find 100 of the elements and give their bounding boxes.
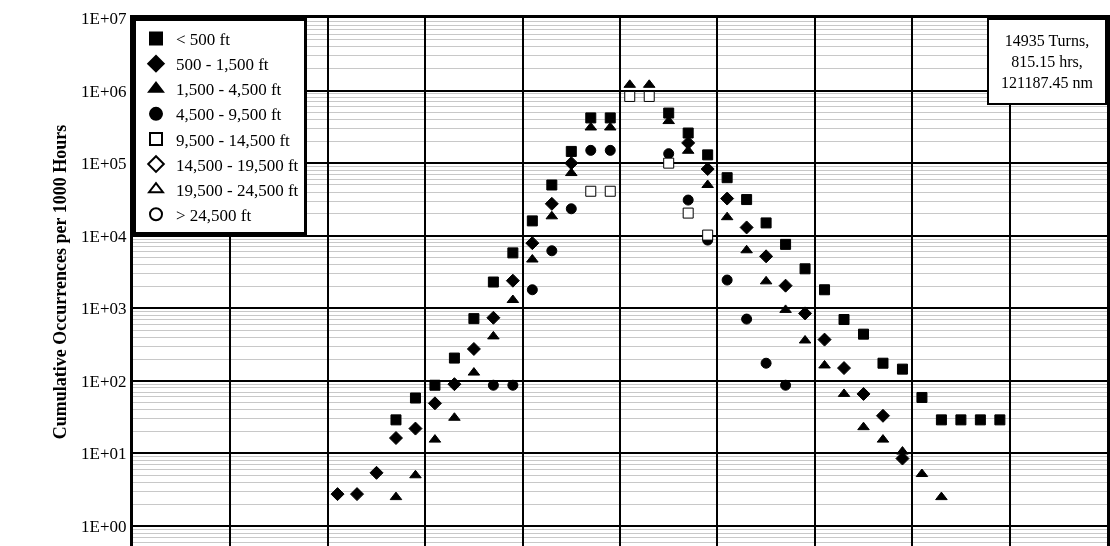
point — [486, 310, 501, 325]
point — [330, 487, 345, 502]
point — [526, 284, 538, 296]
legend-label: 9,500 - 14,500 ft — [176, 130, 291, 150]
legend-label: < 500 ft — [176, 30, 231, 50]
point — [740, 244, 753, 254]
y-tick-label: 1E+02 — [81, 371, 127, 391]
point — [819, 284, 831, 296]
point — [565, 203, 577, 215]
point — [702, 149, 714, 161]
point — [877, 357, 889, 369]
y-axis-title: Cumulative Occurrences per 1000 Hours — [50, 124, 71, 440]
point — [525, 236, 540, 251]
point — [447, 377, 462, 392]
point — [544, 196, 559, 211]
point — [857, 421, 870, 431]
point — [584, 121, 598, 131]
point — [780, 238, 792, 250]
point — [663, 148, 675, 160]
legend-label: 14,500 - 19,500 ft — [176, 155, 299, 175]
point — [409, 392, 421, 404]
y-tick-label: 1E+05 — [81, 154, 127, 174]
y-tick-label: 1E+00 — [81, 516, 127, 536]
point — [702, 229, 714, 241]
point — [721, 274, 733, 286]
point — [546, 245, 558, 257]
point — [915, 468, 929, 478]
point — [507, 379, 519, 391]
point — [564, 156, 579, 171]
point — [545, 210, 559, 220]
point — [974, 414, 986, 426]
point — [604, 112, 616, 124]
point — [624, 90, 636, 102]
point — [565, 167, 578, 177]
point — [818, 359, 831, 369]
point — [837, 361, 852, 376]
point — [506, 294, 520, 304]
point — [896, 363, 908, 375]
y-tick-label: 1E+03 — [81, 299, 127, 319]
point — [994, 414, 1006, 426]
point — [798, 306, 813, 321]
y-tick-label: 1E+07 — [81, 8, 128, 28]
point — [468, 313, 480, 325]
point — [682, 127, 694, 139]
legend-label: 1,500 - 4,500 ft — [176, 80, 282, 100]
point — [408, 421, 423, 436]
point — [682, 194, 694, 206]
point — [935, 491, 948, 501]
point — [604, 185, 616, 197]
point — [389, 491, 403, 501]
point — [663, 107, 675, 119]
y-tick-label: 1E+01 — [81, 444, 127, 464]
legend-label: > 24,500 ft — [176, 205, 252, 225]
point — [858, 328, 869, 340]
point — [643, 90, 655, 102]
point — [760, 217, 772, 229]
legend-label: 4,500 - 9,500 ft — [176, 105, 282, 125]
point — [780, 379, 792, 391]
point — [604, 144, 616, 156]
point — [585, 185, 597, 197]
point — [875, 408, 890, 423]
point — [856, 386, 871, 401]
point — [682, 207, 694, 219]
point — [739, 220, 754, 235]
point — [759, 275, 773, 285]
point — [487, 379, 499, 391]
point — [741, 313, 753, 325]
y-tick-label: 1E+04 — [81, 226, 128, 246]
point — [390, 414, 402, 426]
point — [720, 191, 735, 206]
point — [798, 334, 812, 344]
annotation: 14935 Turns, 815.15 hrs, 121187.45 nm — [1001, 32, 1094, 91]
point — [721, 172, 733, 184]
point — [350, 487, 365, 502]
point — [409, 469, 422, 479]
point — [466, 341, 481, 356]
point — [603, 121, 617, 131]
point — [817, 332, 832, 347]
point — [585, 112, 597, 124]
point — [799, 263, 811, 275]
point — [663, 157, 675, 169]
point — [487, 276, 499, 288]
point — [759, 249, 774, 264]
point — [565, 145, 577, 157]
point — [778, 278, 793, 293]
point — [935, 414, 947, 426]
point — [700, 162, 715, 177]
point — [916, 391, 928, 403]
point — [546, 179, 558, 191]
point — [505, 273, 520, 288]
legend-label: 19,500 - 24,500 ft — [176, 180, 299, 200]
point — [741, 194, 753, 206]
point — [507, 247, 519, 259]
point — [760, 357, 772, 369]
point — [720, 211, 734, 221]
y-tick-label: 1E+06 — [81, 81, 127, 101]
point — [585, 144, 597, 156]
point — [388, 431, 403, 446]
point — [955, 414, 967, 426]
point — [369, 465, 384, 480]
